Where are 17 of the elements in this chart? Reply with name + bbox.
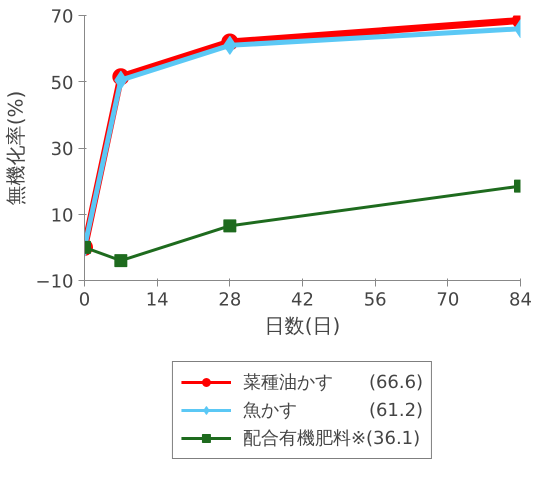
x-tick-label: 28 [218, 290, 242, 310]
x-axis-title: 日数(日) [264, 314, 340, 338]
legend-label: 配合有機肥料※(36.1) [242, 427, 420, 450]
x-tick-label: 14 [146, 290, 169, 310]
x-tick-label: 70 [436, 290, 460, 310]
x-tick-label: 84 [509, 290, 532, 310]
y-axis-title: 無機化率(%) [4, 90, 28, 206]
x-tick-label: 42 [291, 290, 314, 310]
x-tick-label: 0 [78, 290, 90, 310]
y-tick-label: 10 [50, 205, 74, 226]
legend-label: 菜種油かす (66.6) [242, 371, 424, 394]
legend-label: 魚かす (61.2) [242, 399, 424, 422]
y-tick-label: 70 [50, 6, 74, 28]
y-tick-label: 30 [50, 139, 74, 160]
x-tick-label: 56 [364, 290, 387, 310]
y-tick-label: 50 [50, 72, 74, 94]
y-tick-label: −10 [36, 272, 74, 292]
